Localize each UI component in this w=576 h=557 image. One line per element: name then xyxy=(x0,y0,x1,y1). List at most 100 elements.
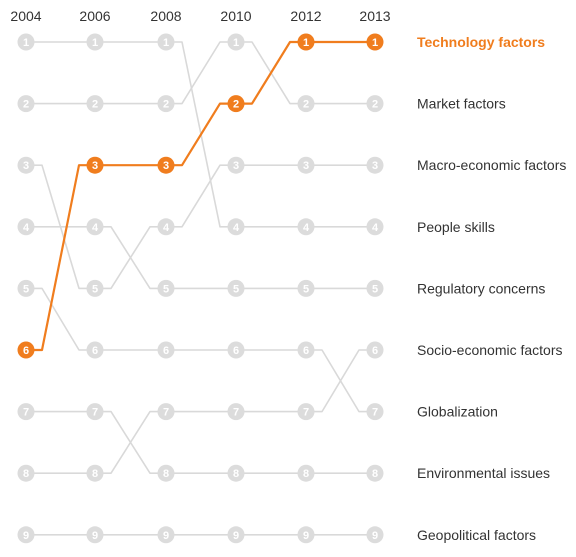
series-line-market-factors xyxy=(26,41,375,105)
rank-marker-regulatory-concerns-2008: 5 xyxy=(157,279,175,297)
rank-marker-macro-economic-factors-2012: 3 xyxy=(297,156,315,174)
rank-marker-macro-economic-factors-2008: 4 xyxy=(157,218,175,236)
rank-number: 6 xyxy=(233,345,239,357)
rank-circle xyxy=(297,403,315,421)
rank-number: 4 xyxy=(163,222,170,234)
rank-circle xyxy=(297,464,315,482)
rank-number: 6 xyxy=(372,345,378,357)
rank-circle xyxy=(17,33,35,51)
factor-labels: Technology factors Market factors Macro-ec… xyxy=(417,34,566,543)
rank-number: 1 xyxy=(163,37,169,49)
year-label-2013: 2013 xyxy=(359,8,390,24)
rank-marker-regulatory-concerns-2010: 5 xyxy=(227,279,245,297)
rank-circle xyxy=(297,95,315,113)
rank-circle xyxy=(157,403,175,421)
rank-number: 6 xyxy=(163,345,169,357)
rank-number: 5 xyxy=(92,283,98,295)
rank-marker-geopolitical-factors-2004: 9 xyxy=(17,526,35,544)
rank-circle xyxy=(17,218,35,236)
rank-marker-geopolitical-factors-2006: 9 xyxy=(86,526,104,544)
rank-number: 1 xyxy=(92,37,98,49)
label-people-skills: People skills xyxy=(417,219,495,235)
rank-number: 1 xyxy=(303,37,309,49)
rank-number: 2 xyxy=(303,99,309,111)
rank-circle xyxy=(227,341,245,359)
rank-number: 8 xyxy=(23,468,29,480)
rank-marker-regulatory-concerns-2013: 5 xyxy=(366,279,384,297)
rank-number: 2 xyxy=(23,99,29,111)
rank-circle xyxy=(157,279,175,297)
rank-circle xyxy=(366,33,384,51)
rank-circle xyxy=(366,218,384,236)
year-label-2006: 2006 xyxy=(79,8,110,24)
rank-circle xyxy=(157,526,175,544)
rank-number: 7 xyxy=(163,407,169,419)
rank-marker-macro-economic-factors-2004: 3 xyxy=(17,156,35,174)
rank-marker-geopolitical-factors-2012: 9 xyxy=(297,526,315,544)
rank-circle xyxy=(157,218,175,236)
label-regulatory-concerns: Regulatory concerns xyxy=(417,280,545,296)
rank-number: 5 xyxy=(23,283,29,295)
rank-marker-socio-economic-factors-2013: 7 xyxy=(366,403,384,421)
rank-number: 6 xyxy=(303,345,309,357)
rank-marker-people-skills-2004: 1 xyxy=(17,33,35,51)
rank-number: 3 xyxy=(372,160,378,172)
rank-number: 7 xyxy=(233,407,239,419)
rank-number: 8 xyxy=(233,468,239,480)
rank-number: 9 xyxy=(303,530,309,542)
rank-marker-socio-economic-factors-2006: 6 xyxy=(86,341,104,359)
rank-circle xyxy=(17,403,35,421)
rank-marker-socio-economic-factors-2004: 5 xyxy=(17,279,35,297)
rank-marker-regulatory-concerns-2006: 4 xyxy=(86,218,104,236)
rank-number: 2 xyxy=(92,99,98,111)
rank-circle xyxy=(297,341,315,359)
rank-marker-people-skills-2012: 4 xyxy=(297,218,315,236)
series-line-environmental-issues xyxy=(26,410,375,474)
rank-circle xyxy=(297,33,315,51)
label-technology-factors: Technology factors xyxy=(417,34,545,50)
rank-marker-globalization-2008: 7 xyxy=(157,403,175,421)
rank-circle xyxy=(86,279,104,297)
series-line-socio-economic-factors xyxy=(26,287,375,413)
label-environmental-issues: Environmental issues xyxy=(417,465,550,481)
rank-number: 1 xyxy=(233,37,239,49)
rank-circle xyxy=(366,341,384,359)
rank-circle xyxy=(227,33,245,51)
rank-number: 8 xyxy=(163,468,169,480)
rank-number: 5 xyxy=(233,283,239,295)
rank-marker-market-factors-2012: 2 xyxy=(297,95,315,113)
rank-marker-technology-factors-2010: 2 xyxy=(227,95,245,113)
rank-circle xyxy=(366,403,384,421)
year-axis: 2004 2006 2008 2010 2012 2013 xyxy=(10,8,390,24)
rank-marker-globalization-2013: 6 xyxy=(366,341,384,359)
rank-number: 5 xyxy=(163,283,169,295)
rank-number: 4 xyxy=(92,222,99,234)
rank-marker-globalization-2006: 8 xyxy=(86,464,104,482)
rank-circle xyxy=(227,403,245,421)
rank-circle xyxy=(17,341,35,359)
label-market-factors: Market factors xyxy=(417,96,506,112)
rank-marker-technology-factors-2006: 3 xyxy=(86,156,104,174)
label-geopolitical-factors: Geopolitical factors xyxy=(417,527,536,543)
rank-circle xyxy=(297,218,315,236)
rank-circle xyxy=(157,33,175,51)
rank-marker-globalization-2010: 7 xyxy=(227,403,245,421)
rank-marker-people-skills-2008: 1 xyxy=(157,33,175,51)
rank-marker-macro-economic-factors-2010: 3 xyxy=(227,156,245,174)
rank-marker-regulatory-concerns-2012: 5 xyxy=(297,279,315,297)
rank-number: 2 xyxy=(163,99,169,111)
rank-marker-people-skills-2006: 1 xyxy=(86,33,104,51)
rank-number: 1 xyxy=(23,37,29,49)
rank-marker-technology-factors-2008: 3 xyxy=(157,156,175,174)
rank-circle xyxy=(157,95,175,113)
rank-marker-technology-factors-2012: 1 xyxy=(297,33,315,51)
rank-circle xyxy=(297,156,315,174)
rank-marker-geopolitical-factors-2008: 9 xyxy=(157,526,175,544)
rank-number: 8 xyxy=(303,468,309,480)
rank-marker-geopolitical-factors-2013: 9 xyxy=(366,526,384,544)
label-macro-economic-factors: Macro-economic factors xyxy=(417,157,566,173)
rank-number: 9 xyxy=(372,530,378,542)
rank-circle xyxy=(86,95,104,113)
rank-number: 3 xyxy=(23,160,29,172)
rank-number: 6 xyxy=(23,345,29,357)
